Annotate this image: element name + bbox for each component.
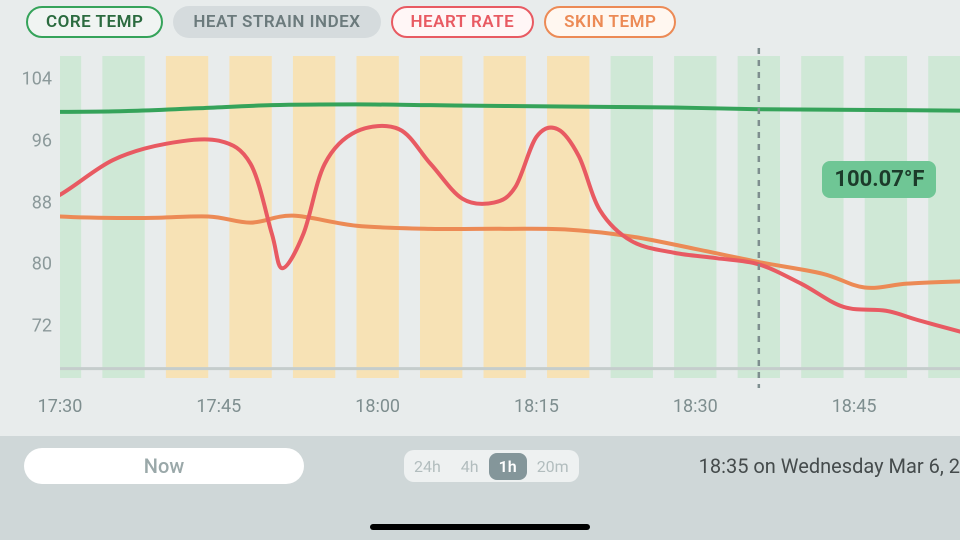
- range-option-1h[interactable]: 1h: [489, 453, 527, 480]
- y-tick: 96: [32, 130, 52, 151]
- range-option-4h[interactable]: 4h: [451, 453, 489, 480]
- range-option-20m[interactable]: 20m: [527, 453, 579, 480]
- legend-chip-heart-rate[interactable]: HEART RATE: [391, 6, 535, 38]
- y-tick: 88: [32, 192, 52, 213]
- x-tick: 17:30: [38, 396, 83, 417]
- legend-chip-skin-temp[interactable]: SKIN TEMP: [544, 6, 676, 38]
- range-option-24h[interactable]: 24h: [404, 453, 451, 480]
- plot-region[interactable]: 100.07°F: [60, 48, 960, 388]
- legend-row: CORE TEMP HEAT STRAIN INDEX HEART RATE S…: [26, 6, 676, 38]
- x-tick: 18:45: [832, 396, 877, 417]
- timestamp-label: 18:35 on Wednesday Mar 6, 2: [699, 454, 960, 478]
- home-indicator: [370, 524, 590, 530]
- time-range-selector: 24h4h1h20m: [404, 450, 579, 482]
- y-tick: 72: [32, 316, 52, 337]
- x-tick: 17:45: [196, 396, 241, 417]
- value-badge: 100.07°F: [822, 161, 936, 198]
- activity-band: [547, 56, 589, 378]
- activity-band: [674, 56, 716, 378]
- now-button[interactable]: Now: [24, 448, 304, 484]
- x-tick: 18:00: [355, 396, 400, 417]
- x-tick: 18:15: [514, 396, 559, 417]
- y-tick: 80: [32, 254, 52, 275]
- x-axis: 17:3017:4518:0018:1518:3018:45: [60, 396, 960, 428]
- activity-band: [865, 56, 907, 378]
- chart-area: 72 80 88 96 104 100.07°F 17:30 17:45 18:00 18:1…: [0, 48, 960, 428]
- activity-band: [801, 56, 843, 378]
- legend-chip-core-temp[interactable]: CORE TEMP: [26, 6, 163, 38]
- activity-band: [611, 56, 653, 378]
- x-tick: 18:30: [673, 396, 718, 417]
- y-axis: 72 80 88 96 104: [0, 48, 60, 428]
- y-tick: 104: [22, 68, 52, 89]
- footer-bar: Now 24h4h1h20m 18:35 on Wednesday Mar 6,…: [0, 436, 960, 540]
- legend-chip-heat-strain[interactable]: HEAT STRAIN INDEX: [173, 6, 380, 38]
